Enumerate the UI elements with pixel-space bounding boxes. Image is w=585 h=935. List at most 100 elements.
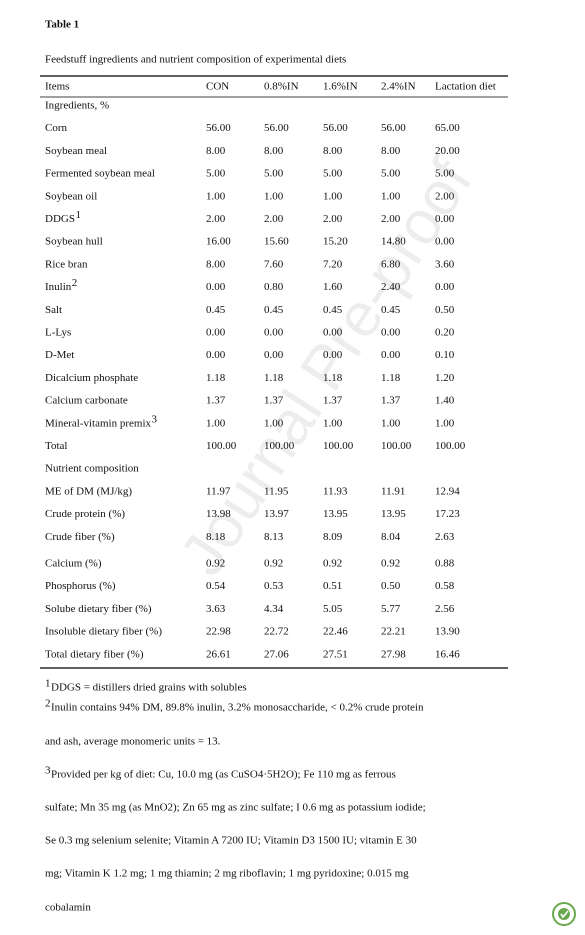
table-caption: Feedstuff ingredients and nutrient compo…: [45, 54, 346, 66]
cell: 27.98: [381, 648, 406, 660]
cell: 2.00: [435, 190, 455, 202]
cell: 1.40: [435, 395, 455, 407]
table-title: Table 1: [45, 19, 79, 31]
cell: 56.00: [264, 122, 289, 134]
cell: 3.63: [206, 603, 226, 615]
cell: 0.00: [264, 327, 284, 339]
row-label: Solube dietary fiber (%): [45, 603, 152, 615]
cell: 26.61: [206, 648, 231, 660]
row-label: Total: [45, 440, 67, 452]
footnote-line: Inulin contains 94% DM, 89.8% inulin, 3.…: [51, 702, 424, 714]
cell: 100.00: [264, 440, 295, 452]
cell: 1.37: [206, 395, 226, 407]
cell: 8.04: [381, 531, 401, 543]
footnote-line: mg; Vitamin K 1.2 mg; 1 mg thiamin; 2 mg…: [45, 868, 409, 880]
cell: 56.00: [381, 122, 406, 134]
cell: 15.60: [264, 236, 289, 248]
footnote-line: and ash, average monomeric units = 13.: [45, 736, 221, 748]
row-label: ME of DM (MJ/kg): [45, 485, 132, 497]
cell: 8.00: [264, 145, 284, 157]
cell: 0.54: [206, 580, 226, 592]
cell: 8.09: [323, 531, 343, 543]
cell: 6.80: [381, 258, 401, 270]
header-cell: CON: [206, 81, 229, 93]
cell: 8.00: [206, 258, 226, 270]
cell: 0.45: [264, 304, 284, 316]
cell: 1.18: [323, 372, 343, 384]
row-label: Fermented soybean meal: [45, 168, 155, 180]
footnote-line: Provided per kg of diet: Cu, 10.0 mg (as…: [51, 769, 396, 781]
section-label: Ingredients, %: [45, 100, 109, 112]
cell: 0.00: [264, 349, 284, 361]
cell: 1.18: [264, 372, 284, 384]
cell: 1.37: [264, 395, 284, 407]
cell: 1.20: [435, 372, 455, 384]
cell: 13.90: [435, 626, 460, 638]
cell: 11.91: [381, 485, 405, 497]
cell: 20.00: [435, 145, 460, 157]
cell: 13.98: [206, 508, 231, 520]
cell: 0.53: [264, 580, 284, 592]
cell: 1.18: [381, 372, 401, 384]
cell: 0.58: [435, 580, 455, 592]
header-cell: Lactation diet: [435, 81, 496, 93]
row-label: Calcium (%): [45, 558, 102, 570]
cell: 2.56: [435, 603, 455, 615]
cell: 0.50: [435, 304, 455, 316]
cell: 5.05: [323, 603, 343, 615]
cell: 1.00: [381, 190, 401, 202]
cell: 2.63: [435, 531, 455, 543]
row-label: Soybean hull: [45, 236, 103, 248]
cell: 0.92: [323, 558, 342, 570]
cell: 5.00: [435, 168, 455, 180]
cell: 22.21: [381, 626, 406, 638]
cell: 0.00: [206, 281, 226, 293]
cell: 12.94: [435, 485, 460, 497]
footnote-line: sulfate; Mn 35 mg (as MnO2); Zn 65 mg as…: [45, 802, 426, 814]
section-label: Nutrient composition: [45, 463, 139, 475]
cell: 0.00: [435, 236, 455, 248]
cell: 1.00: [435, 417, 455, 429]
cell: 1.00: [381, 417, 401, 429]
note-mark: 1: [75, 209, 81, 221]
cell: 1.00: [323, 190, 343, 202]
cell: 100.00: [435, 440, 466, 452]
footnote-line: cobalamin: [45, 902, 91, 914]
cell: 0.00: [206, 327, 226, 339]
row-label: Rice bran: [45, 258, 88, 270]
cell: 0.88: [435, 558, 455, 570]
cell: 7.20: [323, 258, 343, 270]
row-label: Inulin: [45, 281, 72, 293]
cell: 0.00: [435, 213, 455, 225]
cell: 22.72: [264, 626, 289, 638]
logo: [552, 902, 576, 926]
row-label: Crude protein (%): [45, 508, 125, 520]
row-label: Insoluble dietary fiber (%): [45, 626, 162, 638]
cell: 17.23: [435, 508, 460, 520]
header-cell: Items: [45, 81, 69, 93]
note-mark: 2: [72, 277, 78, 289]
footnote-mark: 3: [45, 765, 51, 777]
cell: 2.00: [381, 213, 401, 225]
cell: 0.00: [323, 327, 343, 339]
row-label: Mineral-vitamin premix: [45, 417, 151, 429]
cell: 15.20: [323, 236, 348, 248]
cell: 1.00: [264, 190, 284, 202]
cell: 0.10: [435, 349, 455, 361]
cell: 1.00: [323, 417, 343, 429]
cell: 0.80: [264, 281, 284, 293]
cell: 11.95: [264, 485, 289, 497]
row-label: Total dietary fiber (%): [45, 648, 144, 660]
cell: 0.00: [206, 349, 226, 361]
cell: 1.37: [381, 395, 401, 407]
row-label: Soybean meal: [45, 145, 107, 157]
cell: 5.00: [381, 168, 401, 180]
cell: 1.60: [323, 281, 343, 293]
row-label: Dicalcium phosphate: [45, 372, 138, 384]
cell: 1.37: [323, 395, 343, 407]
row-label: Calcium carbonate: [45, 395, 128, 407]
cell: 2.00: [206, 213, 226, 225]
cell: 16.46: [435, 648, 460, 660]
cell: 5.77: [381, 603, 401, 615]
